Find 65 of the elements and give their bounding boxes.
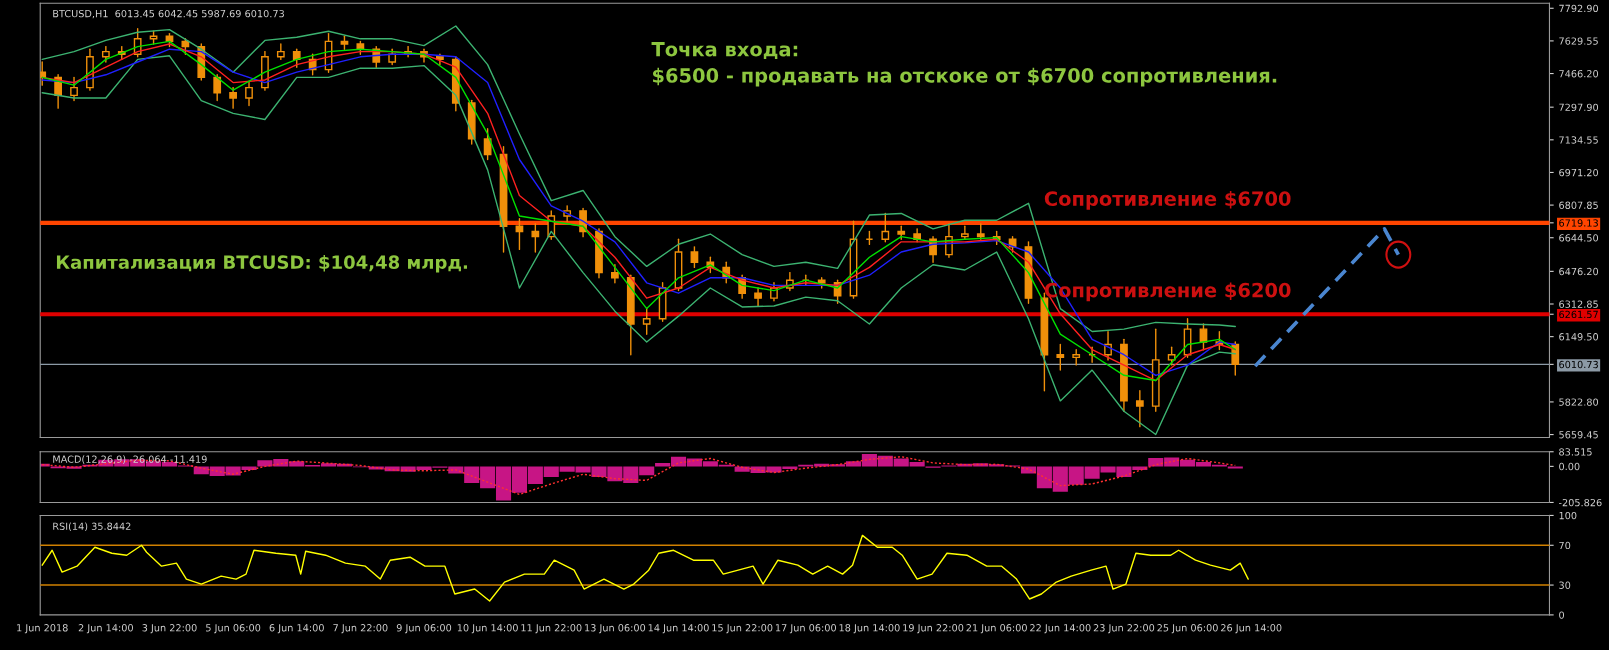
candlestick	[881, 212, 890, 243]
candlestick	[483, 128, 492, 161]
x-tick-label: 15 Jun 22:00	[712, 624, 773, 634]
y-tick-label: 6312.85	[1559, 300, 1598, 308]
x-tick-label: 2 Jun 14:00	[78, 624, 133, 634]
x-tick-label: 10 Jun 14:00	[457, 624, 518, 634]
y-tick-label: 7792.90	[1559, 4, 1599, 13]
x-tick-label: 11 Jun 22:00	[521, 624, 582, 634]
candlestick	[70, 76, 78, 102]
y-tick-label: 0	[1559, 611, 1565, 619]
candlestick	[1135, 389, 1144, 428]
x-tick-label: 1 Jun 2018	[17, 624, 68, 634]
x-tick-label: 25 Jun 06:00	[1157, 624, 1218, 634]
y-tick-label: 6971.20	[1559, 168, 1599, 177]
candlestick	[690, 246, 699, 269]
y-tick-label: 70	[1559, 541, 1571, 550]
x-tick-label: 14 Jun 14:00	[648, 624, 709, 634]
candlestick	[531, 223, 540, 253]
x-tick-label: 19 Jun 22:00	[903, 624, 964, 634]
y-tick-label: 100	[1559, 511, 1577, 520]
x-tick-label: 22 Jun 14:00	[1030, 624, 1091, 634]
x-tick-label: 7 Jun 22:00	[333, 624, 388, 634]
x-tick-label: 18 Jun 14:00	[839, 624, 900, 634]
y-tick-label: 7466.20	[1559, 70, 1599, 78]
candlestick	[245, 81, 253, 107]
annotation: Капитализация BTCUSD: $104,48 млрд.	[56, 255, 468, 273]
y-tick-label: 6010.73	[1559, 360, 1598, 369]
line-series	[41, 456, 1236, 496]
x-tick-label: 26 Jun 14:00	[1221, 624, 1282, 634]
y-tick-label: 83.515	[1559, 448, 1592, 456]
x-tick-label: 13 Jun 06:00	[585, 624, 646, 634]
x-tick-label: 3 Jun 22:00	[142, 624, 197, 634]
bar	[1227, 466, 1243, 469]
y-tick-label: 0.00	[1559, 462, 1580, 471]
x-tick-label: 5 Jun 06:00	[206, 624, 261, 634]
candlestick	[642, 307, 651, 336]
y-tick-label: 5659.45	[1559, 431, 1598, 439]
x-tick-label: 23 Jun 22:00	[1093, 624, 1155, 634]
y-tick-label: 6644.50	[1559, 234, 1599, 242]
text: BTCUSD,H1 6013.45 6042.45 5987.69 6010.73	[53, 9, 284, 19]
x-tick-label: 21 Jun 06:00	[966, 624, 1027, 634]
y-tick-label: 6149.50	[1559, 333, 1599, 341]
y-tick-label: -205.826	[1558, 498, 1602, 507]
candlestick	[960, 225, 969, 240]
y-tick-label: 7134.55	[1559, 136, 1598, 144]
y-tick-label: 7629.55	[1559, 37, 1598, 45]
y-tick-label: 5822.80	[1559, 398, 1599, 406]
candlestick	[229, 86, 237, 109]
y-tick-label: 6476.20	[1559, 267, 1599, 276]
x-tick-label: 17 Jun 06:00	[775, 624, 837, 634]
y-tick-label: 6261.57	[1559, 310, 1598, 319]
y-tick-label: 6807.85	[1559, 201, 1598, 209]
text: RSI(14) 35.8442	[53, 522, 131, 532]
ref-line-label: Сопротивление $6700	[1044, 190, 1291, 210]
y-tick-label: 30	[1559, 581, 1571, 589]
y-tick-label: 7297.90	[1559, 103, 1599, 112]
candlestick	[1056, 343, 1065, 371]
x-tick-label: 9 Jun 06:00	[396, 624, 452, 634]
candlestick	[276, 43, 285, 61]
candlestick	[213, 74, 222, 102]
candlestick	[1231, 341, 1240, 376]
annotation: Точка входа: $6500 - продавать на отскоке от $6700 сопротивления.	[651, 42, 1277, 87]
y-tick-label: 6719.13	[1559, 219, 1598, 227]
line-series	[41, 534, 1249, 602]
x-tick-label: 6 Jun 14:00	[269, 624, 324, 634]
